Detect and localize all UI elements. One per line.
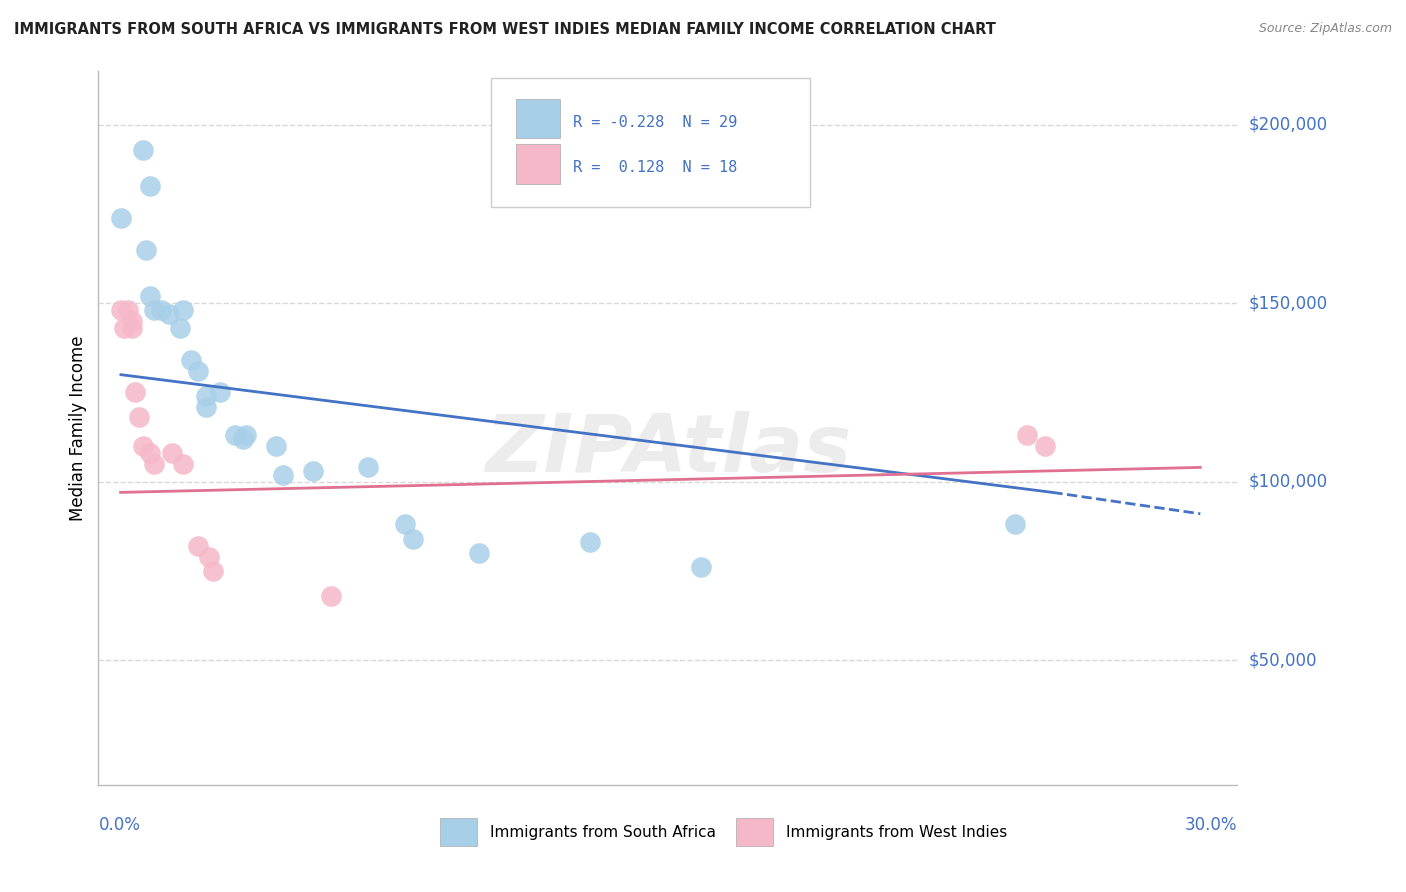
Point — [302, 464, 325, 478]
Point — [150, 303, 173, 318]
Point — [124, 385, 146, 400]
Point — [1004, 517, 1026, 532]
Point — [224, 428, 246, 442]
Point — [142, 457, 165, 471]
Point — [172, 457, 194, 471]
Point — [402, 532, 425, 546]
FancyBboxPatch shape — [440, 819, 477, 846]
Point — [187, 364, 209, 378]
Point — [117, 303, 139, 318]
Point — [235, 428, 257, 442]
Point — [187, 539, 209, 553]
Text: IMMIGRANTS FROM SOUTH AFRICA VS IMMIGRANTS FROM WEST INDIES MEDIAN FAMILY INCOME: IMMIGRANTS FROM SOUTH AFRICA VS IMMIGRAN… — [14, 22, 995, 37]
Point — [198, 549, 221, 564]
Point — [579, 535, 602, 549]
Text: R = -0.228  N = 29: R = -0.228 N = 29 — [574, 115, 738, 129]
Point — [157, 307, 180, 321]
Point — [132, 439, 155, 453]
Point — [180, 353, 202, 368]
Text: Immigrants from West Indies: Immigrants from West Indies — [786, 824, 1008, 839]
Point — [209, 385, 232, 400]
Point — [1090, 46, 1112, 61]
Text: Source: ZipAtlas.com: Source: ZipAtlas.com — [1258, 22, 1392, 36]
Text: R =  0.128  N = 18: R = 0.128 N = 18 — [574, 161, 738, 176]
Point — [1015, 428, 1038, 442]
Point — [394, 517, 416, 532]
Point — [271, 467, 294, 482]
Point — [194, 400, 217, 414]
Text: Immigrants from South Africa: Immigrants from South Africa — [491, 824, 716, 839]
Point — [139, 446, 162, 460]
FancyBboxPatch shape — [737, 819, 773, 846]
FancyBboxPatch shape — [516, 145, 560, 184]
Point — [139, 289, 162, 303]
Point — [1033, 439, 1056, 453]
Text: $150,000: $150,000 — [1249, 294, 1327, 312]
Point — [264, 439, 287, 453]
FancyBboxPatch shape — [491, 78, 810, 207]
Text: $200,000: $200,000 — [1249, 116, 1327, 134]
FancyBboxPatch shape — [516, 99, 560, 138]
Point — [132, 143, 155, 157]
Point — [232, 432, 254, 446]
Point — [202, 564, 225, 578]
Text: 0.0%: 0.0% — [98, 815, 141, 833]
Text: 30.0%: 30.0% — [1185, 815, 1237, 833]
Point — [321, 589, 343, 603]
Point — [690, 560, 713, 574]
Point — [128, 410, 150, 425]
Y-axis label: Median Family Income: Median Family Income — [69, 335, 87, 521]
Point — [139, 178, 162, 193]
Text: $50,000: $50,000 — [1249, 651, 1317, 669]
Point — [357, 460, 380, 475]
Point — [194, 389, 217, 403]
Point — [110, 211, 132, 225]
Point — [169, 321, 191, 335]
Point — [110, 303, 132, 318]
Point — [121, 314, 143, 328]
Point — [135, 243, 157, 257]
Point — [142, 303, 165, 318]
Point — [172, 303, 194, 318]
Point — [162, 446, 184, 460]
Text: $100,000: $100,000 — [1249, 473, 1327, 491]
Text: ZIPAtlas: ZIPAtlas — [485, 410, 851, 489]
Point — [112, 321, 135, 335]
Point — [121, 321, 143, 335]
Point — [468, 546, 491, 560]
